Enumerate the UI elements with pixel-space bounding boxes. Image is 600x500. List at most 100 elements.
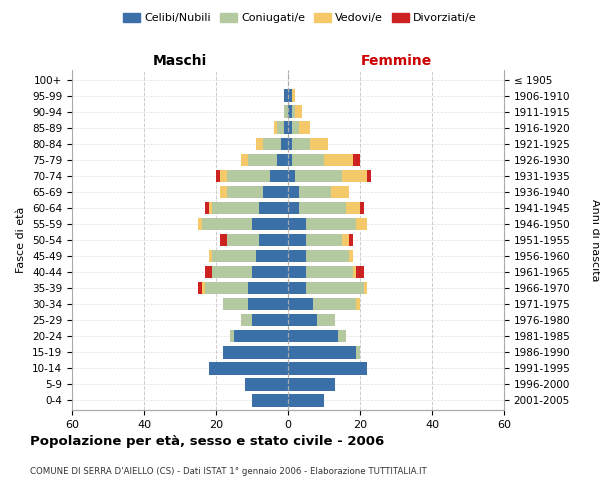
Bar bbox=[310, 138, 328, 150]
Bar bbox=[198, 282, 202, 294]
Bar bbox=[259, 202, 288, 214]
Bar bbox=[317, 314, 335, 326]
Bar bbox=[295, 106, 302, 118]
Bar bbox=[288, 218, 306, 230]
Bar bbox=[288, 314, 317, 326]
Bar bbox=[306, 218, 356, 230]
Bar bbox=[299, 202, 346, 214]
Bar bbox=[248, 154, 277, 166]
Bar bbox=[227, 234, 259, 246]
Bar bbox=[248, 282, 288, 294]
Bar bbox=[288, 202, 299, 214]
Bar bbox=[356, 266, 364, 278]
Bar bbox=[292, 90, 295, 102]
Bar bbox=[245, 378, 288, 390]
Bar bbox=[364, 282, 367, 294]
Bar bbox=[356, 346, 360, 358]
Bar bbox=[288, 234, 306, 246]
Bar bbox=[234, 330, 288, 342]
Bar bbox=[346, 202, 360, 214]
Bar bbox=[216, 170, 220, 182]
Bar bbox=[256, 138, 263, 150]
Bar bbox=[284, 90, 288, 102]
Bar bbox=[284, 122, 288, 134]
Bar bbox=[292, 138, 310, 150]
Bar bbox=[198, 218, 202, 230]
Text: Maschi: Maschi bbox=[153, 54, 207, 68]
Bar bbox=[212, 202, 259, 214]
Bar bbox=[227, 186, 263, 198]
Bar bbox=[256, 250, 288, 262]
Bar bbox=[220, 186, 227, 198]
Bar bbox=[281, 138, 288, 150]
Bar bbox=[349, 250, 353, 262]
Bar bbox=[241, 314, 252, 326]
Bar bbox=[313, 298, 356, 310]
Bar bbox=[288, 266, 306, 278]
Bar bbox=[205, 282, 248, 294]
Bar bbox=[288, 186, 299, 198]
Bar bbox=[270, 170, 288, 182]
Bar bbox=[306, 250, 349, 262]
Bar bbox=[292, 122, 299, 134]
Bar bbox=[259, 234, 288, 246]
Bar bbox=[299, 186, 331, 198]
Bar bbox=[353, 266, 356, 278]
Bar bbox=[227, 170, 270, 182]
Bar bbox=[288, 250, 306, 262]
Bar bbox=[342, 170, 367, 182]
Bar bbox=[288, 298, 313, 310]
Bar bbox=[252, 394, 288, 406]
Bar bbox=[288, 346, 356, 358]
Bar bbox=[288, 378, 335, 390]
Bar bbox=[205, 266, 212, 278]
Bar bbox=[306, 282, 364, 294]
Bar bbox=[338, 330, 346, 342]
Bar bbox=[277, 154, 288, 166]
Bar bbox=[212, 266, 252, 278]
Y-axis label: Fasce di età: Fasce di età bbox=[16, 207, 26, 273]
Bar bbox=[331, 186, 349, 198]
Text: COMUNE DI SERRA D'AIELLO (CS) - Dati ISTAT 1° gennaio 2006 - Elaborazione TUTTIT: COMUNE DI SERRA D'AIELLO (CS) - Dati IST… bbox=[30, 468, 427, 476]
Bar bbox=[288, 154, 292, 166]
Bar bbox=[263, 186, 288, 198]
Bar bbox=[288, 122, 292, 134]
Bar bbox=[220, 234, 227, 246]
Bar bbox=[205, 202, 209, 214]
Bar bbox=[209, 202, 212, 214]
Bar bbox=[277, 122, 284, 134]
Bar bbox=[367, 170, 371, 182]
Bar bbox=[306, 234, 342, 246]
Bar bbox=[248, 298, 288, 310]
Bar bbox=[324, 154, 353, 166]
Bar bbox=[356, 218, 367, 230]
Bar bbox=[202, 218, 252, 230]
Bar bbox=[274, 122, 277, 134]
Bar bbox=[288, 106, 292, 118]
Bar bbox=[288, 138, 292, 150]
Bar bbox=[209, 362, 288, 374]
Bar bbox=[241, 154, 248, 166]
Bar bbox=[202, 282, 205, 294]
Bar bbox=[209, 250, 212, 262]
Bar bbox=[288, 362, 367, 374]
Bar bbox=[288, 330, 338, 342]
Bar bbox=[360, 202, 364, 214]
Bar bbox=[288, 170, 295, 182]
Bar bbox=[288, 394, 324, 406]
Text: Femmine: Femmine bbox=[361, 54, 431, 68]
Bar bbox=[212, 250, 256, 262]
Bar bbox=[349, 234, 353, 246]
Legend: Celibi/Nubili, Coniugati/e, Vedovi/e, Divorziati/e: Celibi/Nubili, Coniugati/e, Vedovi/e, Di… bbox=[119, 8, 481, 28]
Bar bbox=[288, 282, 306, 294]
Bar bbox=[288, 90, 292, 102]
Bar bbox=[295, 170, 342, 182]
Bar bbox=[252, 314, 288, 326]
Bar bbox=[220, 170, 227, 182]
Bar bbox=[292, 106, 295, 118]
Bar bbox=[252, 218, 288, 230]
Text: Popolazione per età, sesso e stato civile - 2006: Popolazione per età, sesso e stato civil… bbox=[30, 435, 384, 448]
Bar bbox=[223, 298, 248, 310]
Bar bbox=[263, 138, 281, 150]
Y-axis label: Anni di nascita: Anni di nascita bbox=[590, 198, 600, 281]
